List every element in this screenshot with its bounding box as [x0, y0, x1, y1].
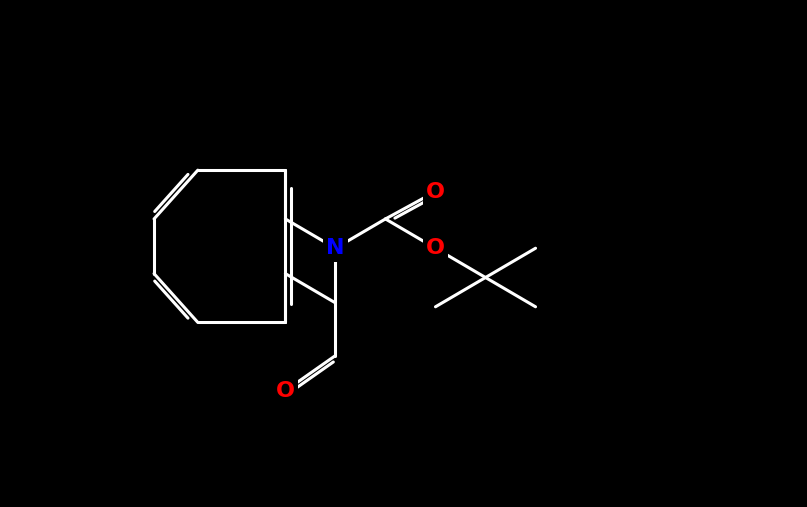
- Text: N: N: [326, 238, 345, 258]
- Text: O: O: [426, 182, 445, 202]
- Text: O: O: [426, 238, 445, 258]
- Text: O: O: [276, 381, 295, 401]
